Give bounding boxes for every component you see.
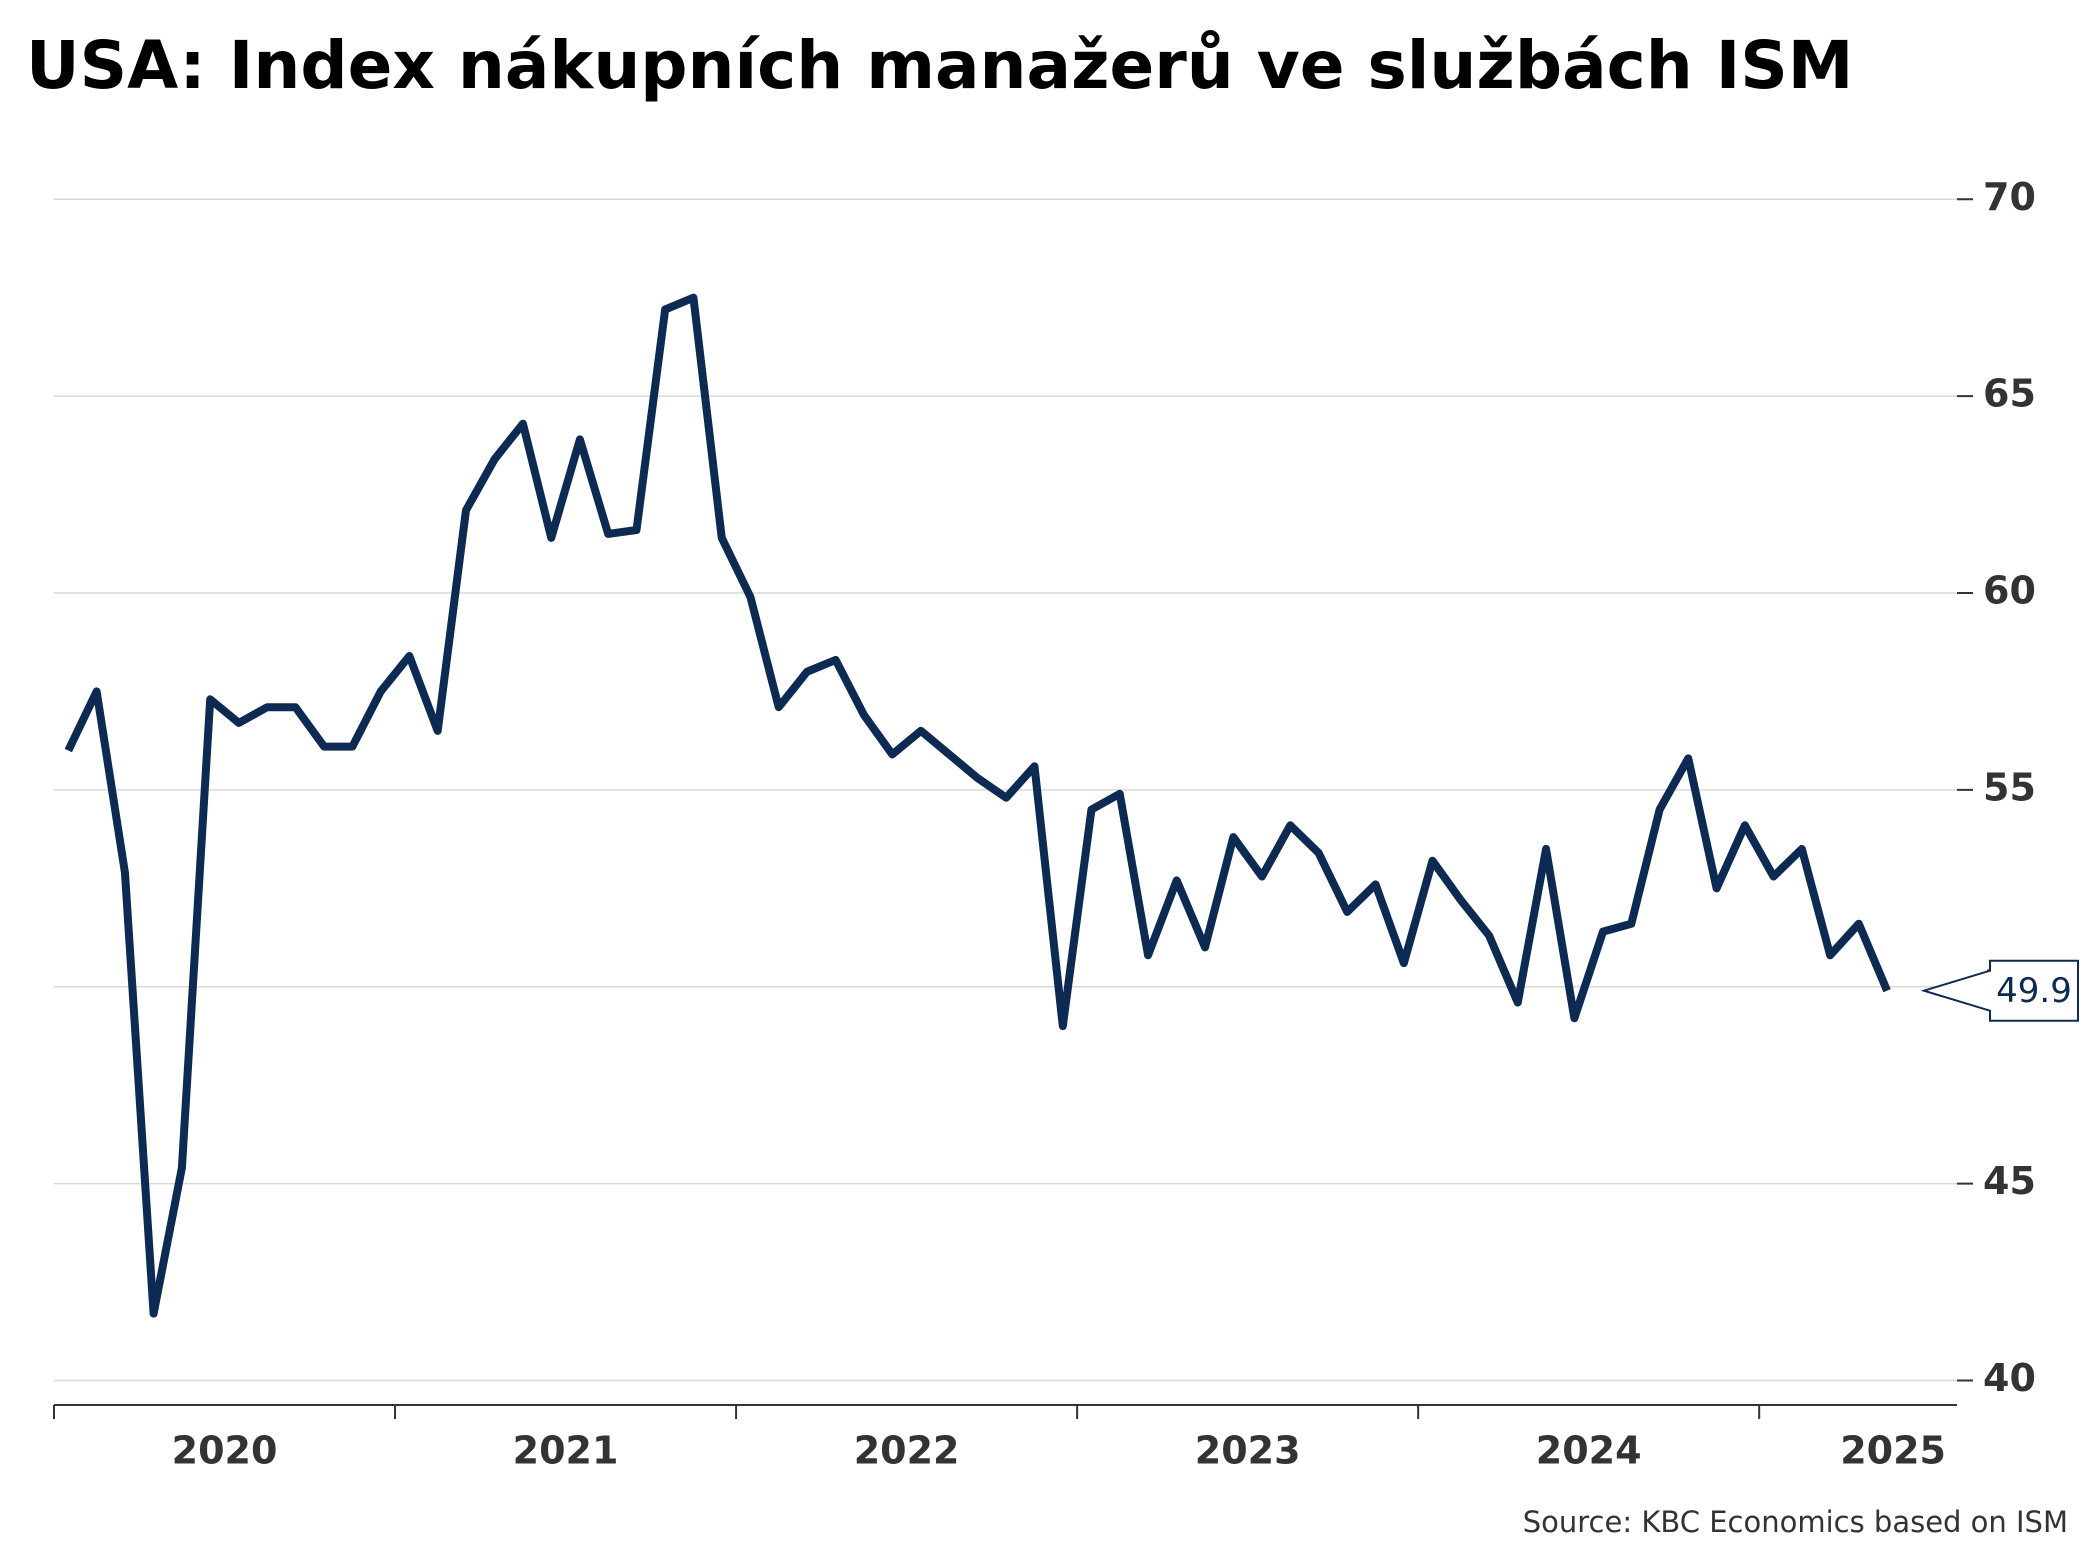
x-tick-label: 2024 bbox=[1536, 1429, 1642, 1473]
y-tick-label: 60 bbox=[1983, 569, 2036, 613]
line-series bbox=[64, 293, 1891, 1318]
last-value-box bbox=[1920, 959, 2079, 1022]
y-tick-label: 55 bbox=[1983, 765, 2036, 809]
x-tick-label: 2021 bbox=[513, 1429, 619, 1473]
chart-title: USA: Index nákupních manažerů ve službác… bbox=[26, 27, 1853, 104]
x-tick-label: 2023 bbox=[1195, 1429, 1301, 1473]
y-tick-label: 70 bbox=[1983, 175, 2036, 219]
x-tick-label: 2020 bbox=[172, 1429, 278, 1473]
x-tick-label: 2022 bbox=[854, 1429, 960, 1473]
source: Source: KBC Economics based on ISM bbox=[1523, 1505, 2068, 1539]
y-tick-label: 65 bbox=[1983, 372, 2036, 416]
x-tick-label: 2025 bbox=[1840, 1429, 1946, 1473]
y-tick-label: 45 bbox=[1983, 1159, 2036, 1203]
y-tick-label: 40 bbox=[1983, 1356, 2036, 1400]
last-value-label: 49.9 bbox=[1996, 971, 2072, 1011]
